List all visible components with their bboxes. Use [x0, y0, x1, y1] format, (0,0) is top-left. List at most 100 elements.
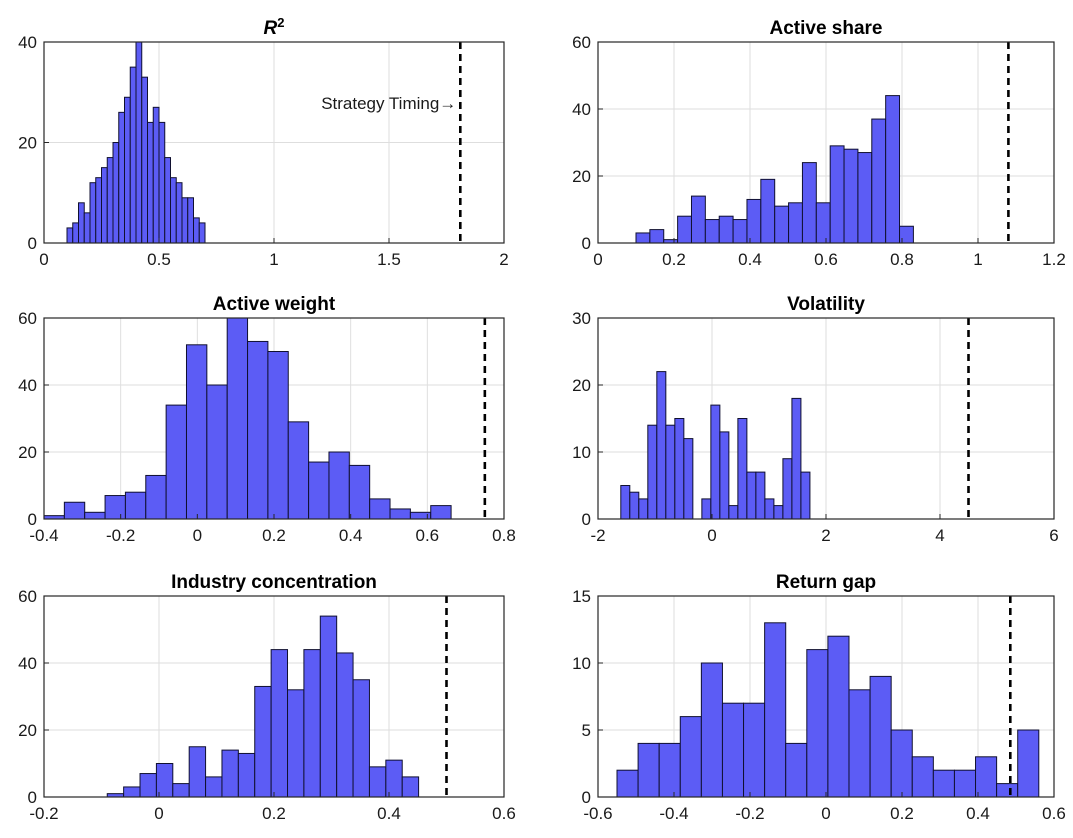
histogram-bar	[368, 766, 387, 798]
histogram-bar	[118, 111, 125, 244]
x-tick-label: 0.4	[738, 250, 762, 269]
histogram-bar	[287, 689, 305, 798]
histogram-bar	[181, 197, 189, 244]
panel-title: Active weight	[213, 294, 336, 315]
histogram-bar	[112, 142, 120, 244]
x-tick-label: 0	[154, 804, 163, 823]
histogram-bar	[932, 769, 955, 798]
histogram-bar	[352, 679, 370, 798]
histogram-bar	[746, 471, 757, 520]
y-tick-label: 5	[582, 721, 591, 740]
histogram-bar	[721, 702, 745, 798]
histogram-bar	[665, 424, 676, 520]
x-tick-label: 2	[499, 250, 508, 269]
histogram-bar	[843, 148, 859, 244]
y-tick-label: 30	[572, 309, 591, 328]
histogram-bar	[72, 222, 79, 244]
histogram-bar	[319, 615, 338, 798]
histogram-bar	[647, 424, 658, 520]
y-tick-label: 10	[572, 654, 591, 673]
histogram-bar	[737, 418, 748, 520]
histogram-bar	[66, 227, 74, 244]
histogram-bar	[78, 202, 85, 244]
x-tick-label: 1.2	[1042, 250, 1066, 269]
y-tick-label: 20	[18, 721, 37, 740]
y-tick-label: 0	[582, 788, 591, 807]
histogram-bar	[690, 195, 706, 244]
histogram-bar	[996, 783, 1019, 798]
histogram-bar	[185, 344, 208, 520]
histogram-bar	[84, 511, 106, 520]
histogram-bar	[221, 749, 239, 798]
x-tick-label: -2	[590, 526, 605, 545]
histogram-bar	[719, 431, 730, 520]
x-tick-label: 0.6	[814, 250, 838, 269]
histogram-bar	[674, 418, 685, 520]
histogram-bar	[155, 763, 174, 798]
histogram-bar	[728, 505, 739, 520]
histogram-panel-6: -0.6 -0.4 -0.2 0 0.2 0.4 0.6 0 5 10 15 Return gap	[572, 572, 1066, 823]
x-tick-label: 0.4	[966, 804, 990, 823]
x-tick-label: 0.2	[262, 526, 286, 545]
y-tick-label: 40	[18, 654, 37, 673]
histogram-bar	[247, 340, 269, 520]
x-tick-label: 0.2	[662, 250, 686, 269]
histogram-bar	[788, 202, 803, 244]
y-tick-label: 20	[18, 134, 37, 153]
x-tick-label: -0.4	[29, 526, 58, 545]
histogram-bar	[774, 205, 790, 244]
histogram-bar	[254, 685, 272, 798]
panel-title: Volatility	[787, 294, 865, 315]
x-tick-label: 0.8	[890, 250, 914, 269]
histogram-bar	[430, 505, 452, 520]
histogram-bar	[129, 66, 137, 244]
x-tick-label: 0	[821, 804, 830, 823]
histogram-bar	[755, 471, 766, 520]
histogram-bar	[123, 786, 141, 798]
histogram-bar	[649, 229, 665, 244]
histogram-bar	[303, 649, 321, 798]
y-tick-label: 0	[28, 234, 37, 253]
y-tick-label: 60	[572, 33, 591, 52]
histogram-bar	[63, 501, 86, 520]
histogram-bar	[308, 461, 330, 520]
histogram-bar	[158, 121, 166, 244]
histogram-bar	[656, 371, 667, 520]
histogram-bar	[95, 177, 102, 244]
histogram-bar	[829, 145, 845, 244]
x-tick-label: -0.4	[659, 804, 688, 823]
x-tick-label: 0.6	[1042, 804, 1066, 823]
histogram-bar	[141, 76, 148, 244]
y-tick-label: 20	[572, 376, 591, 395]
y-tick-label: 15	[572, 587, 591, 606]
histogram-bar	[205, 776, 223, 798]
histogram-bar	[267, 351, 289, 520]
panel-title: Return gap	[776, 572, 876, 593]
y-tick-label: 20	[572, 167, 591, 186]
histogram-bar	[328, 451, 350, 520]
histogram-bar	[806, 649, 829, 798]
histogram-bar	[911, 756, 934, 798]
annotation-label: Strategy Timing→	[321, 94, 456, 113]
histogram-bar	[700, 662, 723, 798]
histogram-bar	[188, 746, 207, 798]
y-tick-label: 0	[582, 234, 591, 253]
histogram-bar	[193, 217, 200, 244]
histogram-bar	[743, 702, 766, 798]
histogram-bar	[785, 742, 808, 798]
x-tick-label: 0	[593, 250, 602, 269]
histogram-bar	[145, 474, 167, 520]
histogram-bar	[164, 157, 171, 244]
x-tick-label: 0.2	[262, 804, 286, 823]
histogram-bar	[101, 167, 108, 244]
histogram-bar	[385, 759, 403, 798]
histogram-bar	[124, 491, 147, 520]
x-tick-label: 1.5	[377, 250, 401, 269]
histogram-bar	[718, 215, 734, 244]
histogram-bar	[885, 95, 901, 244]
histogram-bar	[187, 197, 194, 244]
histogram-bar	[815, 202, 831, 244]
